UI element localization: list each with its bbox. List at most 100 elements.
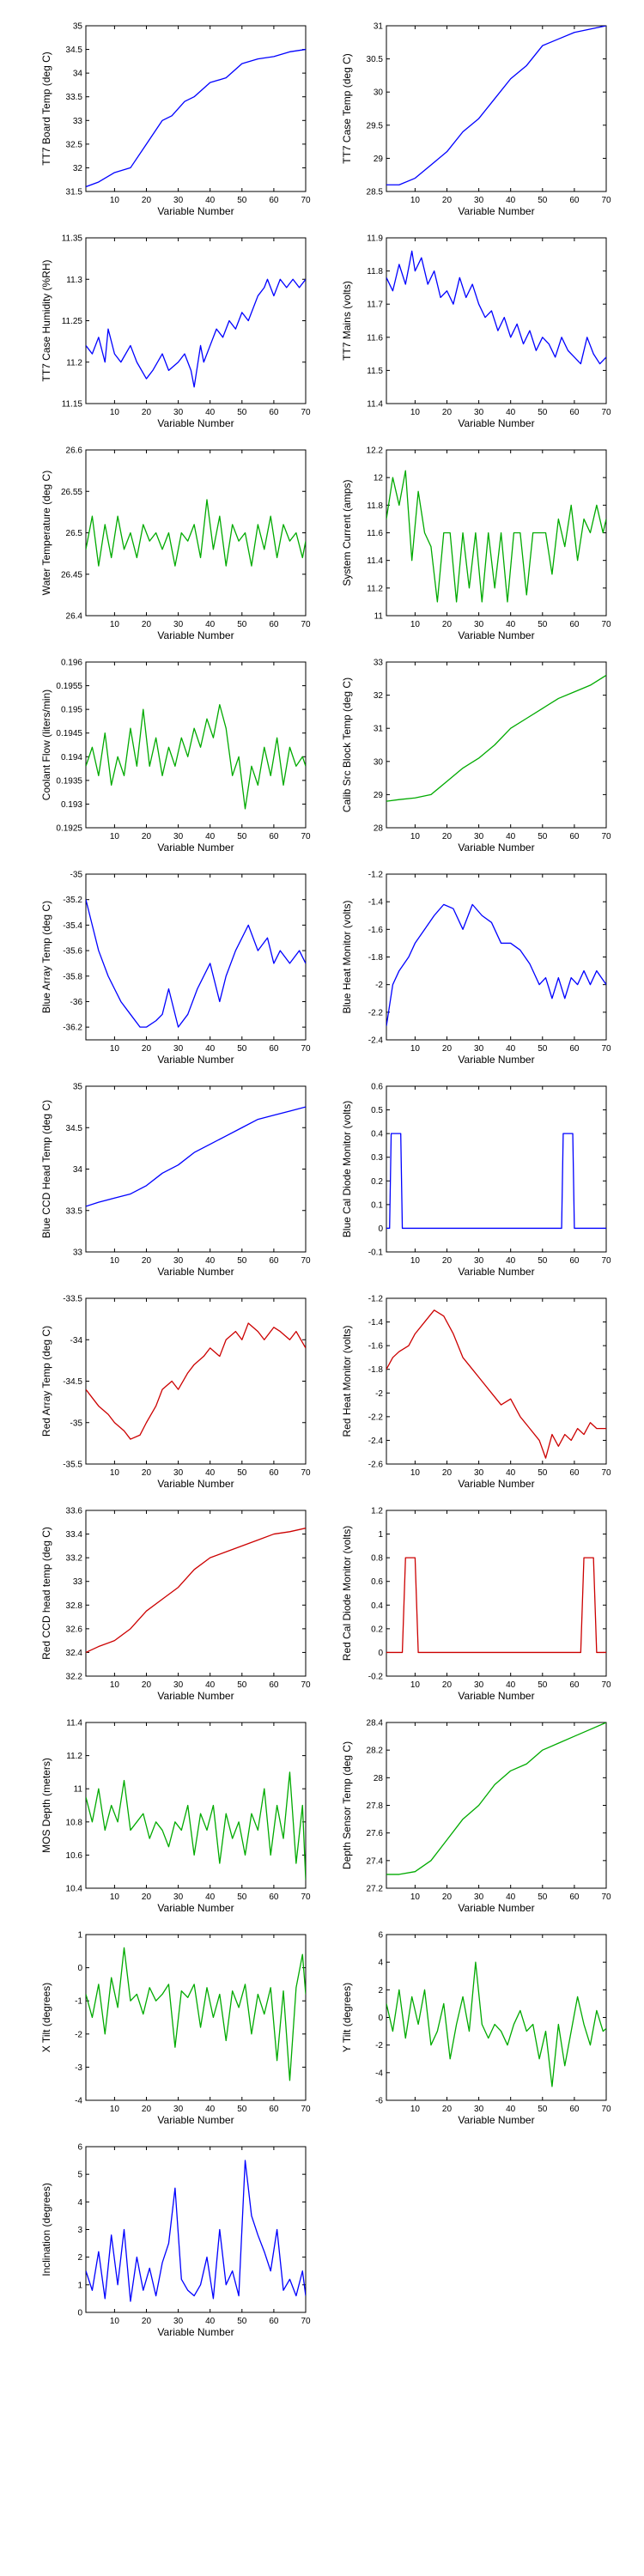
plot-frame bbox=[85, 1085, 307, 1253]
x-tick-label: 60 bbox=[269, 1893, 279, 1902]
x-tick-label: 20 bbox=[142, 196, 152, 205]
y-tick-label: 31 bbox=[374, 22, 384, 32]
y-tick-label: 33.2 bbox=[66, 1554, 83, 1564]
series-line-1 bbox=[386, 1722, 606, 1875]
y-tick-label: 0.194 bbox=[61, 753, 82, 762]
series-line-1 bbox=[386, 903, 606, 1027]
subplot-2: 10 20 30 40 50 60 70 28.5 29 29.5 30 30.5 31 Variable… bbox=[341, 22, 611, 218]
series-line-1 bbox=[86, 1322, 306, 1440]
subplot-17: 10 20 30 40 50 60 70 10.4 10.6 10.8 11 11.2 11.4 Vari… bbox=[40, 1719, 311, 1915]
x-axis-label: Variable Number bbox=[458, 205, 534, 217]
y-tick-label: -36 bbox=[70, 998, 83, 1007]
subplot-5: 10 20 30 40 50 60 70 26.4 26.45 26.5 26.55 26.6 Vari… bbox=[40, 447, 311, 642]
subplot-21: 10 20 30 40 50 60 70 0 1 2 3 4 5 6 Variable Number Incl… bbox=[40, 2143, 311, 2339]
y-tick-label: -2.4 bbox=[368, 1437, 384, 1446]
x-tick-label: 10 bbox=[110, 408, 120, 417]
plot-frame bbox=[85, 2146, 307, 2313]
y-tick-label: -2.6 bbox=[368, 1461, 384, 1470]
subplot-13: 10 20 30 40 50 60 70 -35.5 -35 -34.5 -34 -33.5 Varia… bbox=[40, 1295, 311, 1491]
x-tick-label: 70 bbox=[301, 832, 311, 841]
y-axis-label: TT7 Case Humidity (%RH) bbox=[40, 259, 52, 381]
y-tick-label: -0.1 bbox=[368, 1249, 384, 1258]
y-tick-label: -35.5 bbox=[63, 1461, 82, 1470]
y-tick-label: 0 bbox=[378, 1649, 383, 1658]
y-tick-label: 0.1935 bbox=[56, 776, 82, 786]
x-tick-label: 20 bbox=[142, 408, 152, 417]
x-tick-label: 40 bbox=[205, 196, 216, 205]
x-tick-label: 30 bbox=[173, 408, 184, 417]
y-tick-label: -35 bbox=[70, 1419, 83, 1428]
y-tick-label: 32.2 bbox=[66, 1673, 83, 1682]
x-tick-label: 30 bbox=[173, 1680, 184, 1690]
y-tick-label: 35 bbox=[73, 22, 83, 32]
x-tick-label: 50 bbox=[538, 1256, 548, 1266]
y-tick-label: 27.6 bbox=[367, 1829, 384, 1838]
x-tick-label: 10 bbox=[410, 1893, 421, 1902]
plot-frame bbox=[386, 661, 607, 829]
x-tick-label: 10 bbox=[110, 196, 120, 205]
x-tick-label: 70 bbox=[301, 1680, 311, 1690]
x-tick-label: 10 bbox=[110, 620, 120, 629]
y-tick-label: 29 bbox=[374, 155, 384, 164]
y-tick-label: 11.15 bbox=[62, 400, 83, 410]
x-tick-label: 70 bbox=[301, 1044, 311, 1054]
y-tick-label: 34.5 bbox=[66, 46, 83, 55]
plot-frame bbox=[85, 1297, 307, 1465]
x-tick-label: 50 bbox=[237, 1680, 247, 1690]
x-tick-label: 10 bbox=[110, 1468, 120, 1478]
x-tick-label: 30 bbox=[173, 1468, 184, 1478]
x-tick-label: 40 bbox=[506, 196, 516, 205]
y-tick-label: -1.4 bbox=[368, 1318, 384, 1327]
x-axis-label: Variable Number bbox=[458, 1478, 534, 1490]
x-tick-label: 70 bbox=[601, 1044, 611, 1054]
y-tick-label: -35.2 bbox=[63, 896, 82, 905]
y-tick-label: -1 bbox=[75, 1997, 82, 2007]
subplot-7: 10 20 30 40 50 60 70 0.1925 0.193 0.1935 0.194 0.19… bbox=[40, 659, 311, 854]
y-axis-label: TT7 Board Temp (deg C) bbox=[40, 52, 52, 166]
y-tick-label: 3 bbox=[77, 2226, 82, 2235]
x-tick-label: 40 bbox=[205, 2317, 216, 2326]
x-tick-label: 60 bbox=[569, 620, 580, 629]
y-tick-label: 11.8 bbox=[367, 501, 383, 511]
y-axis-label: Inclination (degrees) bbox=[40, 2183, 52, 2276]
y-tick-label: 0 bbox=[77, 2309, 82, 2318]
series-line-1 bbox=[386, 1309, 606, 1459]
y-tick-label: 28.2 bbox=[367, 1747, 384, 1756]
y-tick-label: 33.5 bbox=[66, 1206, 83, 1216]
y-tick-label: -35.4 bbox=[63, 921, 82, 931]
subplot-18: 10 20 30 40 50 60 70 27.2 27.4 27.6 27.8 28 28.2 28.4… bbox=[341, 1719, 611, 1915]
x-axis-label: Variable Number bbox=[458, 417, 534, 429]
y-tick-label: 34.5 bbox=[66, 1124, 83, 1133]
x-tick-label: 10 bbox=[410, 1468, 421, 1478]
x-tick-label: 30 bbox=[474, 408, 484, 417]
y-tick-label: 33 bbox=[73, 1249, 83, 1258]
x-tick-label: 60 bbox=[269, 832, 279, 841]
y-axis-label: Depth Sensor Temp (deg C) bbox=[341, 1741, 353, 1869]
x-axis-label: Variable Number bbox=[458, 2114, 534, 2126]
y-tick-label: 11.6 bbox=[367, 529, 383, 538]
x-tick-label: 30 bbox=[474, 1893, 484, 1902]
y-tick-label: 28.4 bbox=[367, 1719, 384, 1728]
x-tick-label: 40 bbox=[205, 2105, 216, 2114]
y-tick-label: 33.5 bbox=[66, 93, 83, 102]
y-tick-label: -0.2 bbox=[368, 1673, 384, 1682]
x-tick-label: 30 bbox=[474, 832, 484, 841]
y-tick-label: 31 bbox=[374, 725, 384, 734]
y-tick-label: -35.8 bbox=[63, 972, 82, 981]
y-tick-label: -3 bbox=[75, 2063, 82, 2073]
x-tick-label: 20 bbox=[442, 408, 453, 417]
y-tick-label: 11.7 bbox=[367, 301, 383, 310]
x-tick-label: 50 bbox=[538, 1893, 548, 1902]
y-tick-label: -1.6 bbox=[368, 926, 384, 935]
series-line-1 bbox=[86, 1106, 306, 1207]
x-tick-label: 10 bbox=[110, 1044, 120, 1054]
plot-frame bbox=[386, 1510, 607, 1677]
y-tick-label: 26.45 bbox=[61, 570, 82, 580]
x-tick-label: 70 bbox=[601, 1680, 611, 1690]
plot-frame bbox=[85, 873, 307, 1041]
x-tick-label: 50 bbox=[237, 1468, 247, 1478]
y-tick-label: 0.8 bbox=[371, 1554, 383, 1564]
y-tick-label: 11.2 bbox=[66, 358, 82, 368]
y-tick-label: 26.6 bbox=[66, 447, 83, 456]
subplot-4: 10 20 30 40 50 60 70 11.4 11.5 11.6 11.7 11.8 11.9 Va… bbox=[341, 234, 611, 430]
